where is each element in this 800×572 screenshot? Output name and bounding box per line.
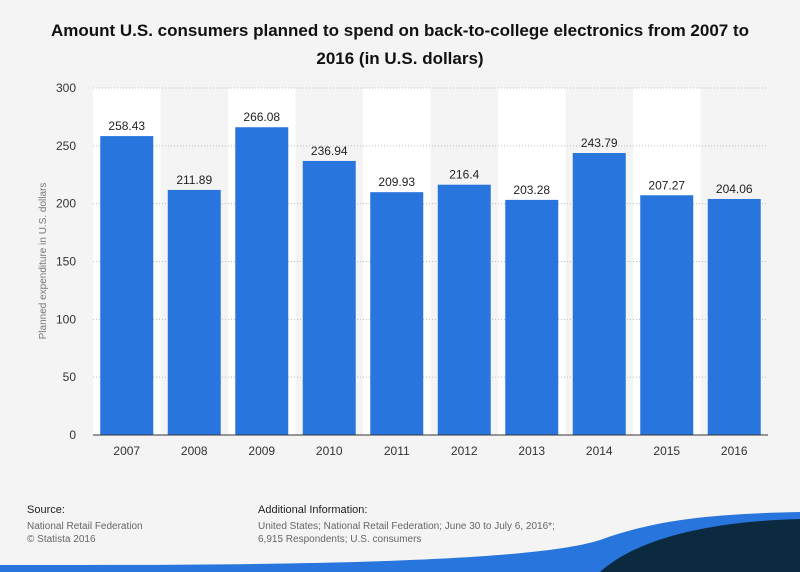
data-label: 258.43	[108, 119, 145, 133]
x-axis-ticks: 2007 2008 2009 2010 2011 2012 2013 2014 2015 2016	[113, 444, 748, 458]
bar[interactable]	[437, 184, 491, 435]
source-block: Source: National Retail Federation © Sta…	[27, 504, 143, 546]
source-line[interactable]: National Retail Federation	[27, 521, 143, 532]
data-label: 216.4	[449, 168, 479, 182]
data-label: 204.06	[716, 182, 753, 196]
x-tick-label: 2016	[721, 444, 748, 458]
x-tick-label: 2010	[316, 444, 343, 458]
info-heading: Additional Information:	[258, 504, 368, 516]
data-label: 266.08	[243, 110, 280, 124]
x-tick-label: 2014	[586, 444, 613, 458]
wave-blue-band	[0, 512, 800, 572]
data-label: 236.94	[311, 144, 348, 158]
source-heading: Source:	[27, 504, 65, 516]
data-label: 203.28	[513, 183, 550, 197]
y-tick-label: 300	[56, 81, 76, 95]
bar[interactable]	[235, 127, 289, 435]
data-labels: 258.43 211.89 266.08 236.94 209.93 216.4 203.2…	[108, 110, 753, 197]
y-tick-label: 0	[69, 428, 76, 442]
bar[interactable]	[302, 160, 356, 436]
bar[interactable]	[640, 195, 694, 435]
bar[interactable]	[707, 198, 761, 435]
copyright-line: © Statista 2016	[27, 534, 96, 545]
y-tick-label: 250	[56, 139, 76, 153]
bar[interactable]	[100, 136, 154, 435]
bar[interactable]	[167, 189, 221, 435]
x-tick-label: 2007	[113, 444, 140, 458]
y-tick-label: 50	[63, 370, 77, 384]
data-label: 243.79	[581, 136, 618, 150]
bar[interactable]	[572, 153, 626, 435]
chart-title: Amount U.S. consumers planned to spend o…	[50, 21, 750, 68]
x-tick-label: 2013	[518, 444, 545, 458]
info-text: United States; National Retail Federatio…	[258, 521, 555, 545]
y-tick-label: 200	[56, 197, 76, 211]
x-tick-label: 2011	[384, 444, 410, 458]
y-tick-label: 150	[56, 255, 76, 269]
y-axis-label: Planned expenditure in U.S. dollars	[38, 183, 49, 340]
x-tick-label: 2015	[653, 444, 680, 458]
y-axis-ticks: 0 50 100 150 200 250 300	[56, 81, 76, 442]
bar[interactable]	[505, 199, 559, 435]
x-tick-label: 2012	[451, 444, 478, 458]
additional-info-block: Additional Information: United States; N…	[258, 504, 578, 546]
data-label: 209.93	[378, 175, 415, 189]
data-label: 207.27	[648, 178, 685, 192]
bars	[100, 127, 761, 436]
y-tick-label: 100	[56, 312, 76, 326]
x-tick-label: 2009	[248, 444, 275, 458]
data-label: 211.89	[176, 173, 212, 187]
bar[interactable]	[370, 192, 424, 435]
x-tick-label: 2008	[181, 444, 208, 458]
wave-dark-band	[600, 519, 800, 572]
